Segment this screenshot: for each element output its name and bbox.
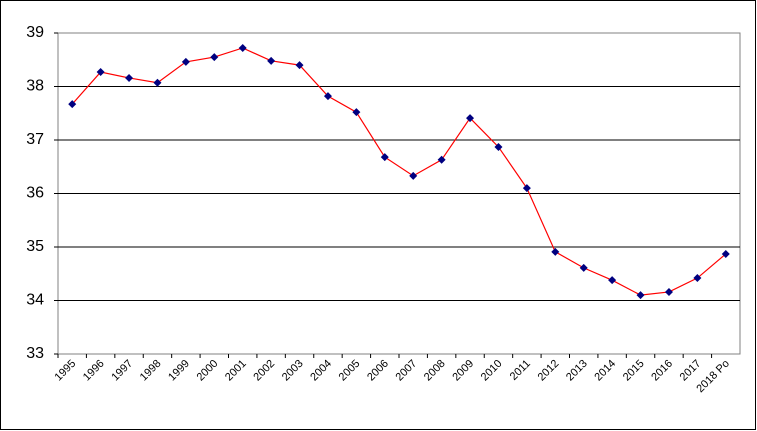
y-tick-label: 39 — [26, 24, 44, 41]
data-point — [721, 249, 730, 258]
y-tick-label: 37 — [26, 131, 44, 148]
data-point — [409, 171, 418, 180]
data-point — [693, 274, 702, 283]
y-tick-label: 34 — [26, 292, 44, 309]
data-point — [267, 56, 276, 65]
data-point — [352, 108, 361, 117]
data-point — [664, 287, 673, 296]
y-tick-label: 38 — [26, 78, 44, 95]
data-point — [494, 142, 503, 151]
data-point — [323, 92, 332, 101]
data-point — [466, 114, 475, 123]
data-point — [125, 73, 134, 82]
data-point — [295, 61, 304, 70]
data-point — [181, 57, 190, 66]
data-point — [153, 78, 162, 87]
data-point — [522, 184, 531, 193]
data-point — [437, 155, 446, 164]
data-point — [579, 263, 588, 272]
data-point — [608, 276, 617, 285]
data-point — [551, 247, 560, 256]
data-point — [68, 100, 77, 109]
y-tick-label: 33 — [26, 345, 44, 362]
y-tick-label: 36 — [26, 185, 44, 202]
series-line — [71, 47, 727, 296]
data-point — [96, 68, 105, 77]
data-point — [380, 153, 389, 162]
data-point — [636, 291, 645, 300]
y-tick-label: 35 — [26, 238, 44, 255]
data-point — [210, 53, 219, 62]
data-point — [238, 43, 247, 52]
